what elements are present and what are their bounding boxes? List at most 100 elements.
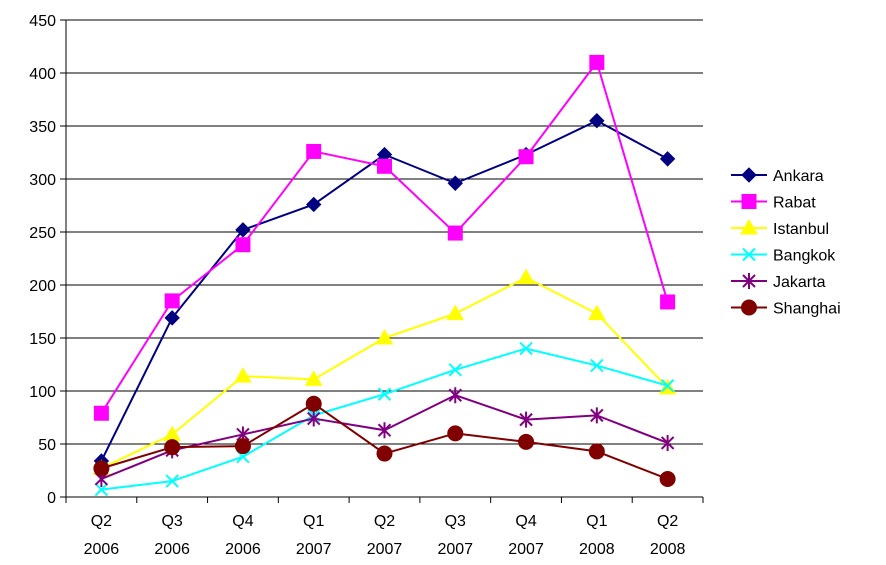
x-tick-label-year: 2006 (154, 541, 190, 558)
data-point-bangkok (660, 378, 675, 393)
series-line-shanghai (101, 402, 668, 480)
series-line-istanbul (100, 276, 669, 470)
data-point-ankara (447, 175, 463, 191)
data-point-rabat (377, 158, 392, 174)
data-point-shanghai (447, 425, 464, 442)
data-point-bangkok (165, 474, 179, 488)
legend-label-bangkok: Bangkok (773, 248, 836, 265)
data-point-shanghai (93, 460, 110, 477)
legend-label-shanghai: Shanghai (773, 301, 841, 318)
y-tick-label: 350 (29, 119, 56, 136)
legend-entry-bangkok: Bangkok (731, 248, 836, 265)
data-point-ankara (659, 151, 676, 167)
data-point-jakarta (307, 410, 321, 427)
legend-marker-rabat (741, 194, 757, 209)
y-tick-label: 250 (29, 225, 56, 242)
y-tick-label: 450 (29, 13, 56, 30)
data-point-jakarta (660, 434, 675, 451)
legend-marker-ankara (741, 167, 757, 183)
series-group (92, 54, 677, 497)
y-tick-label: 150 (29, 331, 56, 348)
data-point-shanghai (305, 395, 322, 412)
series-line-bangkok (101, 347, 668, 491)
data-point-rabat (235, 237, 251, 253)
data-point-ankara (306, 196, 322, 213)
data-point-ankara (235, 222, 251, 238)
legend-label-rabat: Rabat (773, 195, 816, 212)
data-point-rabat (164, 293, 180, 309)
legend-entry-ankara: Ankara (731, 167, 824, 185)
y-axis-tick-labels: 0 50 100 150 200 250 300 350 400 450 (29, 13, 56, 507)
series-rabat (93, 54, 676, 421)
data-point-rabat (306, 143, 322, 159)
x-tick-label-quarter: Q1 (586, 513, 607, 530)
data-point-istanbul (446, 304, 465, 321)
x-tick-label-quarter: Q2 (657, 513, 678, 530)
axes (60, 19, 704, 503)
data-point-jakarta (519, 411, 533, 428)
data-point-bangkok (519, 341, 533, 356)
data-point-jakarta (590, 407, 604, 424)
data-point-istanbul (234, 367, 252, 383)
x-tick-label-year: 2007 (296, 541, 332, 558)
x-tick-label-quarter: Q4 (232, 513, 253, 530)
data-point-shanghai (518, 433, 535, 450)
x-tick-label-year: 2008 (579, 541, 615, 558)
data-point-istanbul (587, 304, 606, 321)
data-point-shanghai (659, 470, 676, 487)
gridlines (66, 19, 703, 445)
data-point-bangkok (377, 387, 392, 401)
data-point-rabat (518, 149, 534, 165)
series-shanghai (93, 395, 676, 487)
series-bangkok (94, 341, 675, 497)
legend: Ankara Rabat Istanbul Bangkok Jakarta Shangha… (731, 167, 841, 318)
x-tick-label-quarter: Q4 (515, 513, 536, 530)
legend-entry-shanghai: Shanghai (731, 299, 841, 318)
data-point-ankara (164, 310, 180, 326)
data-point-rabat (447, 225, 463, 241)
series-line-rabat (100, 61, 669, 414)
legend-marker-jakarta (742, 273, 756, 289)
data-point-bangkok (590, 358, 604, 373)
legend-label-jakarta: Jakarta (773, 274, 826, 291)
data-point-ankara (589, 112, 605, 129)
x-tick-label-quarter: Q2 (374, 513, 395, 530)
data-point-rabat (93, 405, 109, 421)
legend-entry-istanbul: Istanbul (731, 218, 829, 238)
series-jakarta (94, 387, 675, 487)
data-point-istanbul (304, 370, 323, 386)
y-tick-label: 400 (29, 66, 56, 83)
data-point-jakarta (448, 387, 462, 404)
data-point-shanghai (164, 439, 181, 456)
x-axis-tick-labels: Q2 2006 Q3 2006 Q4 2006 Q1 2007 Q2 2007 Q3 2007 Q4 20… (84, 513, 686, 558)
data-point-shanghai (234, 438, 251, 455)
x-tick-label-year: 2008 (650, 541, 686, 558)
x-tick-label-year: 2007 (367, 541, 403, 558)
x-tick-label-year: 2007 (508, 541, 544, 558)
y-tick-label: 50 (38, 437, 56, 454)
x-tick-label-quarter: Q2 (91, 513, 112, 530)
data-point-rabat (589, 54, 605, 70)
y-tick-label: 300 (29, 172, 56, 189)
data-point-rabat (660, 294, 676, 310)
legend-label-istanbul: Istanbul (773, 221, 829, 238)
x-tick-label-year: 2006 (84, 541, 120, 558)
y-tick-label: 200 (29, 278, 56, 295)
data-point-bangkok (94, 482, 109, 497)
data-point-shanghai (376, 445, 393, 462)
x-tick-label-quarter: Q1 (303, 513, 324, 530)
y-tick-label: 0 (47, 490, 56, 507)
y-tick-label: 100 (29, 384, 56, 401)
data-point-bangkok (448, 363, 462, 377)
x-tick-label-year: 2006 (225, 541, 261, 558)
x-tick-label-quarter: Q3 (445, 513, 466, 530)
x-tick-label-year: 2007 (437, 541, 473, 558)
x-tick-label-quarter: Q3 (161, 513, 182, 530)
data-point-istanbul (517, 268, 535, 285)
legend-marker-istanbul (740, 218, 758, 235)
legend-entry-jakarta: Jakarta (731, 273, 826, 291)
data-point-shanghai (588, 443, 605, 460)
legend-label-ankara: Ankara (773, 168, 824, 185)
